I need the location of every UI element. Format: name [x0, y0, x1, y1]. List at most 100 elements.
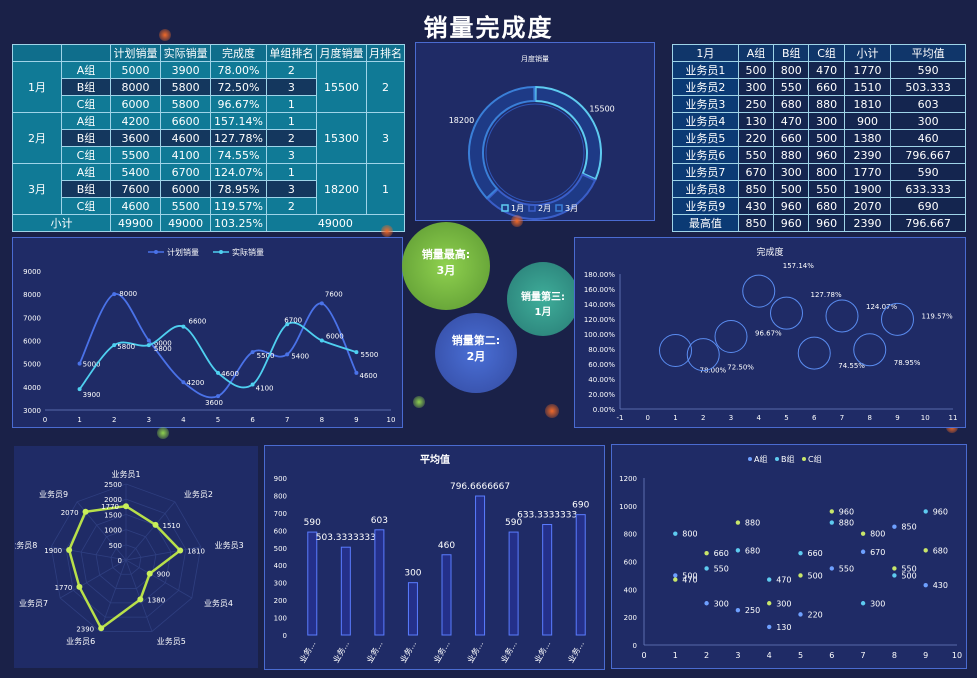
table-cell: 470: [808, 61, 845, 79]
table-cell: 1810: [843, 95, 892, 113]
scatter-value-label: 130: [776, 623, 791, 632]
radar-grid: [95, 529, 157, 589]
group-cell: A组: [61, 112, 111, 130]
plan-cell: 5000: [109, 61, 162, 79]
table-cell: 业务员1: [672, 61, 739, 79]
actual-cell: 3900: [160, 61, 212, 79]
subtotal-plan: 49900: [109, 214, 162, 232]
y-tick-label: 0.00%: [593, 406, 616, 414]
y-tick-label: 20.00%: [588, 391, 615, 399]
table-cell: 最高值: [672, 214, 739, 232]
table-cell: 470: [773, 112, 810, 130]
radar-point: [98, 625, 105, 632]
actual-cell: 5800: [160, 95, 212, 113]
scatter-point: [704, 550, 709, 556]
table-row: B组 7600 6000 78.95% 3: [13, 180, 405, 198]
month-rank-cell: 3: [366, 112, 405, 164]
radar-value-label: 1380: [147, 596, 165, 604]
bubble-third-line1: 销量第三:: [521, 292, 565, 303]
y-tick-label: 1200: [619, 475, 637, 483]
y-tick-label: 180.00%: [584, 271, 615, 279]
actual-cell: 6600: [160, 112, 212, 130]
radar-point: [146, 570, 153, 577]
y-tick-label: 500: [274, 545, 287, 553]
rate-cell: 96.67%: [210, 95, 267, 113]
data-point: [146, 338, 151, 343]
radar-tick-label: 0: [118, 557, 122, 565]
y-tick-label: 60.00%: [588, 361, 615, 369]
x-tick-label: 7: [285, 416, 289, 424]
scatter-value-label: 960: [839, 507, 854, 516]
radar-axis: [125, 546, 201, 561]
radar-value-label: 900: [157, 571, 170, 579]
bubble-highest: [402, 222, 490, 310]
x-tick-label: 3: [729, 414, 733, 422]
x-tick-label: 0: [646, 414, 650, 422]
bar-value-label: 690: [572, 501, 589, 511]
table-row: 业务员8 850 500 550 1900 633.333: [672, 180, 966, 198]
scatter-value-label: 220: [808, 610, 823, 619]
radar-axis: [125, 559, 153, 632]
month-cell: 2月: [12, 112, 62, 164]
radar-value-label: 2070: [61, 509, 79, 517]
table-header-cell: 小计: [843, 44, 892, 62]
table-cell: 550: [773, 78, 810, 96]
x-tick-label: 业务...: [431, 639, 451, 664]
x-tick-label: 5: [784, 414, 788, 422]
x-tick-label: 7: [861, 651, 866, 660]
table-cell: 590: [890, 163, 966, 181]
rate-cell: 74.55%: [210, 146, 267, 164]
legend-label: A组: [754, 454, 767, 464]
x-tick-label: 10: [952, 651, 962, 660]
monthly-sales-table: 计划销量 实际销量 完成度 单组排名 月度销量 月排名 1月 A组 5000 3900…: [12, 44, 406, 232]
radar-point: [137, 596, 144, 603]
radar-category-label: 业务员8: [15, 540, 37, 550]
scatter-point: [798, 573, 803, 578]
table-header-cell: A组: [737, 44, 775, 62]
y-tick-label: 300: [274, 580, 287, 588]
x-tick-label: 业务...: [465, 639, 485, 664]
subtotal-total: 49000: [265, 214, 406, 232]
table-cell: 1900: [843, 180, 892, 198]
donut-inner-ring: [485, 103, 585, 203]
bar-value-label: 603: [371, 516, 388, 526]
y-tick-label: 9000: [23, 268, 41, 276]
series-line: [78, 321, 357, 390]
scatter-value-label: 430: [933, 581, 948, 590]
table-cell: 960: [808, 214, 845, 232]
x-tick-label: 3: [735, 651, 740, 660]
y-tick-label: 6000: [23, 338, 41, 346]
radar-point: [82, 508, 89, 515]
table-cell: 800: [773, 61, 810, 79]
data-point: [354, 370, 359, 375]
plan-cell: 8000: [109, 78, 162, 96]
table-cell: 1380: [843, 129, 892, 147]
donut-slice: [468, 85, 536, 200]
radar-point: [76, 583, 83, 590]
radar-category-label: 业务员9: [39, 489, 68, 499]
x-tick-label: 业务...: [398, 639, 418, 664]
x-tick-label: 11: [949, 414, 958, 422]
data-point: [250, 382, 255, 387]
radar-tick-label: 2500: [104, 481, 122, 489]
x-tick-label: 5: [798, 651, 803, 660]
data-point: [216, 394, 220, 399]
data-label: 4200: [186, 379, 204, 387]
table-cell: 680: [773, 95, 810, 113]
completion-label: 157.14%: [783, 262, 814, 270]
radar-value-label: 1810: [187, 547, 205, 555]
y-tick-label: 100: [274, 615, 287, 623]
x-tick-label: -1: [617, 414, 624, 422]
table-header-cell: [12, 44, 62, 62]
table-cell: 800: [808, 163, 845, 181]
data-label: 5500: [257, 352, 275, 360]
radar-axis: [99, 559, 127, 632]
radar-value-label: 1900: [44, 547, 62, 555]
radar-panel: 业务员1 业务员2 业务员3 业务员4 业务员5 业务员6 业务员7 业务员8 业务员9 0 500…: [8, 446, 258, 668]
y-tick-label: 800: [624, 531, 637, 539]
table-row: 1月 A组 5000 3900 78.00% 2 15500 2: [12, 61, 405, 113]
scatter-value-label: 850: [901, 523, 916, 532]
scatter-value-label: 500: [682, 571, 697, 580]
line-chart: 3000 4000 5000 6000 7000 8000 9000 0 1 2 3 4 5 6 7 8 9 10…: [23, 247, 395, 424]
table-cell: 550: [737, 146, 775, 164]
